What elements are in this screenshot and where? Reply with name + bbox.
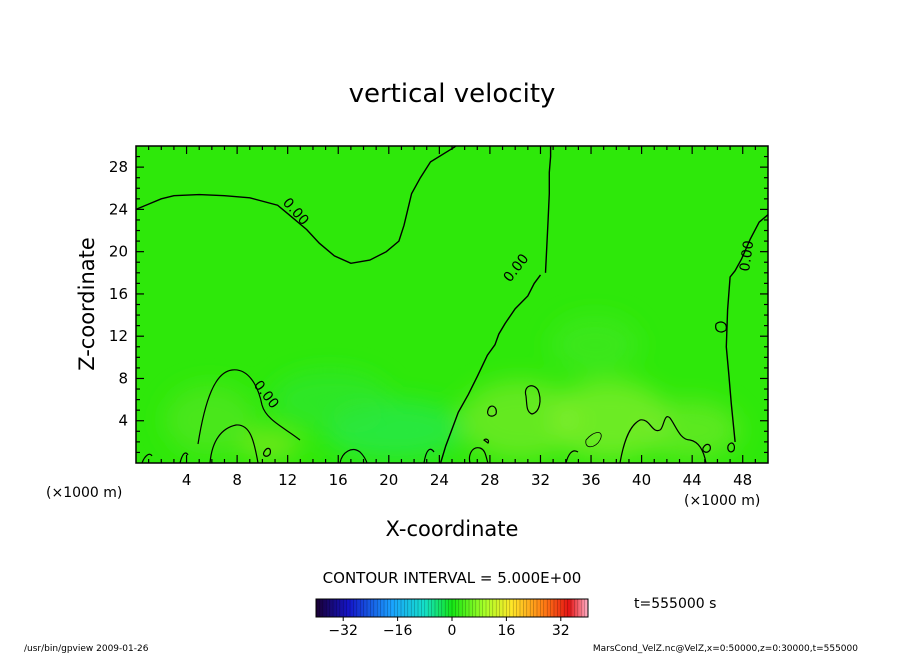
- zero-contour: [136, 146, 457, 265]
- contour-label: 0.00: [737, 239, 757, 272]
- y-tick-label: 24: [109, 200, 128, 218]
- x-tick-label: 20: [379, 471, 398, 489]
- x-axis-title: X-coordinate: [386, 517, 519, 541]
- colorbar-divisions: [315, 599, 589, 617]
- colorbar-tick-label: 16: [497, 623, 515, 639]
- time-label: t=555000 s: [634, 596, 716, 612]
- x-axis-ticks: [148, 146, 756, 463]
- y-axis-ticks: [136, 155, 768, 454]
- x-tick-label: 36: [581, 471, 600, 489]
- y-tick-label: 20: [109, 243, 128, 261]
- y-axis-title: Z-coordinate: [75, 237, 99, 371]
- footer-left: /usr/bin/gpview 2009-01-26: [24, 644, 149, 654]
- x-tick-labels: 4 8 12 16 20 24 28 32 36 40 44 48: [182, 471, 752, 489]
- y-tick-label: 16: [109, 285, 128, 303]
- x-tick-label: 12: [278, 471, 297, 489]
- y-tick-label: 12: [109, 327, 128, 345]
- colorbar-tick-label: −16: [383, 623, 413, 639]
- y-tick-label: 4: [118, 412, 128, 430]
- x-tick-label: 32: [531, 471, 550, 489]
- x-tick-label: 16: [329, 471, 348, 489]
- footer-right: MarsCond_VelZ.nc@VelZ,x=0:50000,z=0:3000…: [593, 644, 858, 654]
- field-variation: [165, 315, 740, 460]
- x-tick-label: 24: [430, 471, 449, 489]
- colorbar-ticks: [342, 617, 562, 621]
- x-tick-label: 28: [480, 471, 499, 489]
- zero-contour: [725, 214, 768, 442]
- x-tick-label: 40: [632, 471, 651, 489]
- y-tick-labels: 4 8 12 16 20 24 28: [109, 158, 128, 430]
- x-tick-label: 48: [733, 471, 752, 489]
- y-tick-label: 8: [118, 370, 128, 388]
- colorbar-tick-label: −32: [328, 623, 358, 639]
- x-unit-label-right: (×1000 m): [684, 493, 760, 509]
- zero-contour-lines: [136, 146, 768, 463]
- minor-contour-loops: [141, 321, 736, 463]
- zero-contour: [439, 274, 542, 463]
- x-tick-label: 4: [182, 471, 192, 489]
- zero-contour: [544, 146, 552, 273]
- y-tick-label: 28: [109, 158, 128, 176]
- colorbar-tick-label: 0: [448, 623, 457, 639]
- contour-interval-label: CONTOUR INTERVAL = 5.000E+00: [323, 569, 582, 587]
- colorbar-tick-labels: −32 −16 0 16 32: [328, 623, 569, 639]
- x-tick-label: 8: [232, 471, 242, 489]
- colorbar-tick-label: 32: [552, 623, 570, 639]
- x-tick-label: 44: [683, 471, 702, 489]
- x-unit-label-left: (×1000 m): [46, 485, 122, 501]
- chart-title: vertical velocity: [349, 79, 556, 109]
